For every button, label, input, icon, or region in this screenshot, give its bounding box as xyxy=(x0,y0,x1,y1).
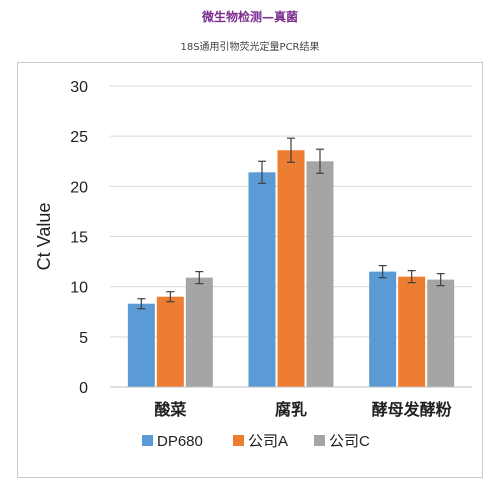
bar xyxy=(398,276,426,387)
y-tick-label: 30 xyxy=(70,79,88,96)
chart-frame: 0 5 10 15 20 25 30 Ct Value 酸菜 腐乳 酵母发酵粉 DP680 公司A 公司C xyxy=(17,62,483,478)
y-tick-label: 5 xyxy=(79,330,88,347)
legend-label: 公司A xyxy=(248,433,288,450)
page-title: 微生物检测—真菌 xyxy=(201,10,298,24)
y-tick-label: 15 xyxy=(70,230,88,247)
legend-label: 公司C xyxy=(329,433,370,450)
x-category-label: 酵母发酵粉 xyxy=(372,400,452,419)
legend-swatch xyxy=(142,435,153,446)
legend-swatch xyxy=(314,435,325,446)
bar xyxy=(306,161,334,387)
bar xyxy=(369,271,397,387)
x-category-label: 腐乳 xyxy=(275,400,307,419)
bar xyxy=(156,296,184,387)
y-axis-label: Ct Value xyxy=(34,203,54,271)
bar-chart: 0 5 10 15 20 25 30 Ct Value 酸菜 腐乳 酵母发酵粉 DP680 公司A 公司C xyxy=(34,79,472,450)
page-subtitle: 18S通用引物荧光定量PCR结果 xyxy=(180,42,320,53)
y-tick-label: 20 xyxy=(70,179,88,196)
legend-swatch xyxy=(233,435,244,446)
bar xyxy=(185,277,213,387)
bar xyxy=(127,303,155,387)
bar xyxy=(248,172,276,387)
legend-label: DP680 xyxy=(157,433,203,450)
y-tick-label: 10 xyxy=(70,280,88,297)
x-category-label: 酸菜 xyxy=(154,400,186,419)
bar xyxy=(277,150,305,387)
bar xyxy=(427,279,455,387)
y-tick-label: 25 xyxy=(70,129,88,146)
y-tick-label: 0 xyxy=(79,380,88,397)
